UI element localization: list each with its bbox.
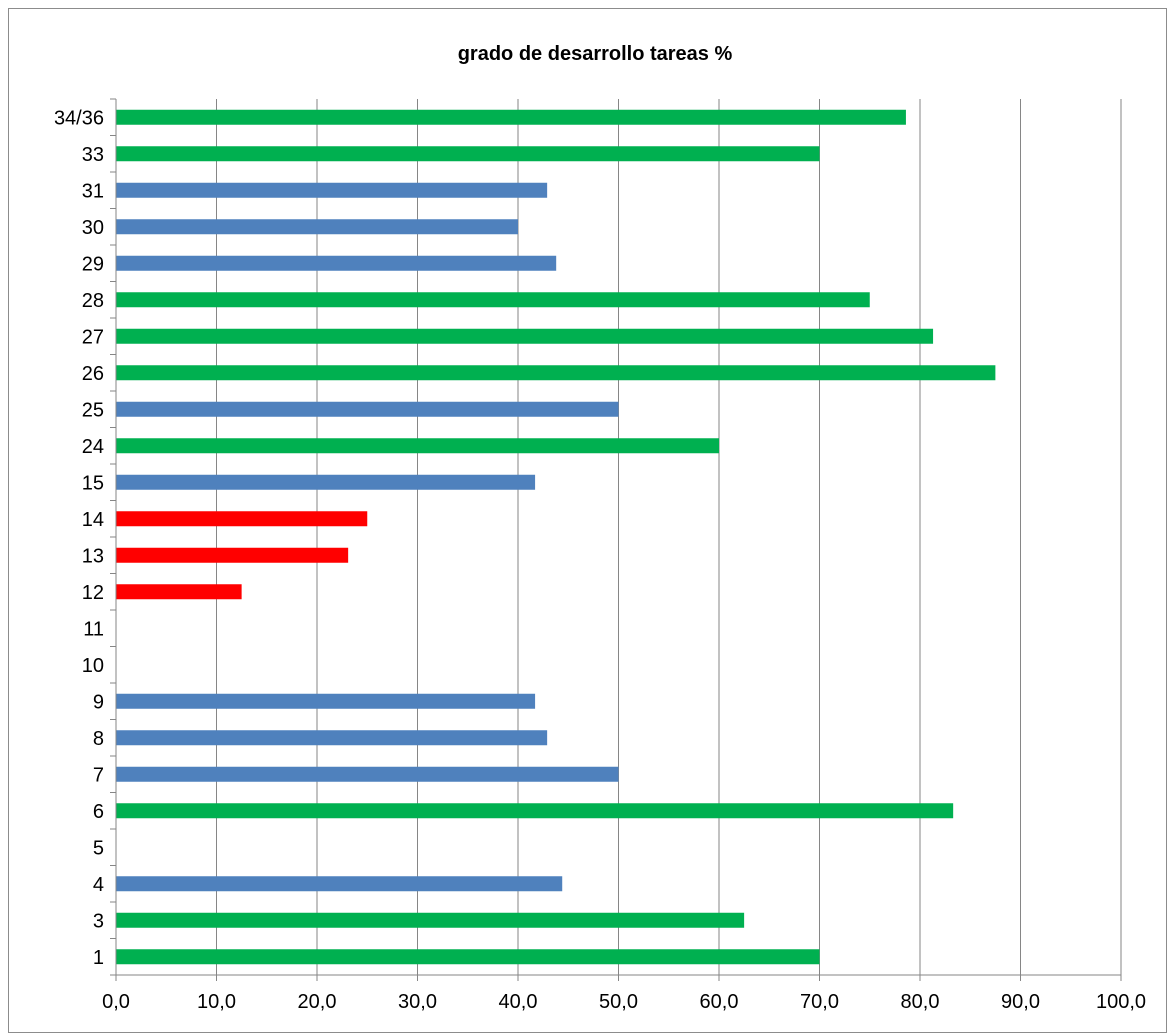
y-tick-label: 25	[82, 399, 104, 421]
y-tick-label: 6	[93, 801, 104, 823]
bar	[116, 766, 619, 782]
bar	[116, 365, 996, 381]
bar	[116, 730, 548, 746]
x-tick-label: 60,0	[700, 991, 739, 1013]
y-tick-label: 1	[93, 947, 104, 969]
bar	[116, 401, 619, 417]
bar	[116, 949, 820, 965]
y-tick-label: 8	[93, 728, 104, 750]
y-tick-label: 4	[93, 874, 104, 896]
y-axis-labels: 1345678910111213141524252627282930313334…	[54, 107, 104, 969]
x-tick-label: 30,0	[398, 991, 437, 1013]
y-tick-label: 3	[93, 910, 104, 932]
y-tick-label: 31	[82, 180, 104, 202]
x-tick-label: 50,0	[599, 991, 638, 1013]
x-tick-label: 20,0	[298, 991, 337, 1013]
y-tick-label: 15	[82, 472, 104, 494]
y-tick-label: 5	[93, 837, 104, 859]
bar	[116, 255, 557, 271]
bar	[116, 438, 719, 454]
y-tick-label: 30	[82, 217, 104, 239]
x-tick-label: 100,0	[1096, 991, 1146, 1013]
y-tick-label: 12	[82, 582, 104, 604]
y-tick-label: 13	[82, 545, 104, 567]
bar	[116, 182, 548, 198]
y-tick-label: 33	[82, 144, 104, 166]
y-tick-label: 14	[82, 509, 104, 531]
y-tick-label: 10	[82, 655, 104, 677]
y-tick-label: 11	[83, 618, 104, 640]
bar	[116, 584, 242, 600]
x-tick-label: 70,0	[800, 991, 839, 1013]
y-tick-label: 9	[93, 691, 104, 713]
x-axis-labels: 0,0 10,0 20,0 30,0 40,0 50,0 60,0 70,0 80,0 90,0 1…	[102, 991, 1146, 1013]
bars	[116, 109, 996, 965]
bar	[116, 328, 934, 344]
bar	[116, 912, 745, 928]
bar	[116, 219, 518, 235]
x-tick-label: 40,0	[499, 991, 538, 1013]
y-tick-label: 7	[93, 764, 104, 786]
bar	[116, 876, 563, 892]
bar	[116, 693, 536, 709]
x-tick-label: 80,0	[901, 991, 940, 1013]
gridlines	[216, 99, 1122, 975]
bar	[116, 803, 954, 819]
x-tick-label: 0,0	[102, 991, 130, 1013]
chart-title: grado de desarrollo tareas %	[458, 43, 733, 65]
y-tick-label: 28	[82, 290, 104, 312]
y-tick-label: 29	[82, 253, 104, 275]
bar	[116, 109, 906, 125]
bar	[116, 511, 368, 527]
x-tick-label: 10,0	[197, 991, 236, 1013]
bar	[116, 146, 820, 162]
x-tick-label: 90,0	[1001, 991, 1040, 1013]
y-tick-label: 26	[82, 363, 104, 385]
y-tick-label: 24	[82, 436, 104, 458]
bar	[116, 474, 536, 490]
bar	[116, 547, 349, 563]
y-tick-label: 34/36	[54, 107, 104, 129]
axes	[110, 98, 1122, 981]
bar	[116, 292, 870, 308]
y-tick-label: 27	[82, 326, 104, 348]
